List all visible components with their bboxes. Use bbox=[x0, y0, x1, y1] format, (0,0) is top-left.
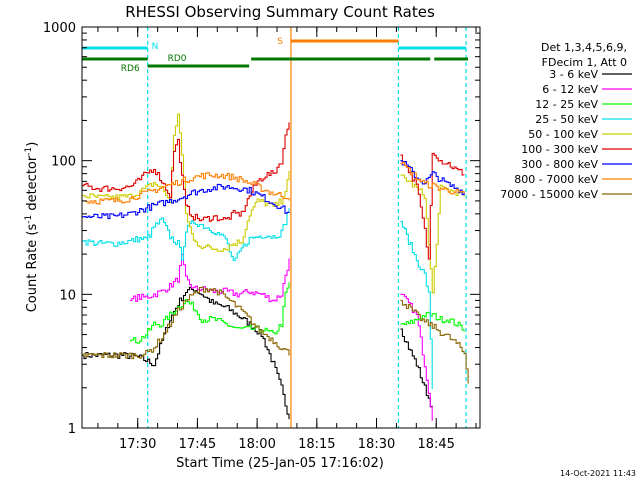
legend-label-6: 300 - 800 keV bbox=[521, 158, 598, 171]
legend-header-line-1: FDecim 1, Att 0 bbox=[542, 56, 627, 69]
legend-label-0: 3 - 6 keV bbox=[549, 68, 598, 81]
y-tick-label-1: 10 bbox=[59, 288, 76, 303]
series-line-6-to-12keV-kev bbox=[129, 254, 433, 421]
footer-timestamp: 14-Oct-2021 11:43 bbox=[560, 469, 636, 478]
flag-label-s: S bbox=[277, 37, 283, 47]
plot-frame bbox=[81, 26, 481, 429]
y-tick-label-0: 1 bbox=[68, 422, 76, 437]
series-line-300-to-800keV-kev bbox=[82, 160, 465, 220]
chart-title: RHESSI Observing Summary Count Rates bbox=[125, 3, 435, 21]
x-tick-label-1: 17:45 bbox=[179, 437, 216, 452]
legend-label-5: 100 - 300 keV bbox=[521, 143, 598, 156]
series-line-25-to-50keV-kev bbox=[82, 208, 433, 389]
legend-label-7: 800 - 7000 keV bbox=[514, 173, 598, 186]
series-line-50-to-100keV-kev bbox=[82, 113, 465, 294]
axes: 1 10 100 1000 17:30 17:45 18:00 18:15 18:30 18:45 bbox=[43, 21, 481, 452]
plot-area: N S RD6 RD0 bbox=[82, 27, 469, 428]
legend-label-4: 50 - 100 keV bbox=[528, 128, 598, 141]
flag-label-rd6: RD6 bbox=[121, 64, 140, 74]
legend-label-8: 7000 - 15000 keV bbox=[500, 188, 598, 201]
flag-label-rd0: RD0 bbox=[168, 54, 187, 64]
series-line-3-to-6keV-kev bbox=[82, 286, 433, 420]
y-tick-label-3: 1000 bbox=[43, 21, 76, 36]
y-tick-label-2: 100 bbox=[51, 155, 76, 170]
x-tick-label-0: 17:30 bbox=[119, 437, 156, 452]
legend-label-3: 25 - 50 keV bbox=[535, 113, 598, 126]
y-axis-label: Count Rate (s-1 detector-1) bbox=[24, 142, 40, 313]
x-tick-label-5: 18:45 bbox=[417, 437, 454, 452]
legend-label-1: 6 - 12 keV bbox=[542, 83, 598, 96]
legend: Det 1,3,4,5,6,9, FDecim 1, Att 03 - 6 keV… bbox=[500, 41, 632, 201]
series-line-100-to-300keV-kev bbox=[82, 122, 465, 260]
series-line-800-to-7000keV-kev bbox=[82, 161, 465, 205]
flag-label-n: N bbox=[152, 42, 159, 52]
x-axis-label: Start Time (25-Jan-05 17:16:02) bbox=[176, 456, 384, 471]
x-tick-label-2: 18:00 bbox=[238, 437, 275, 452]
x-tick-label-4: 18:30 bbox=[358, 437, 395, 452]
series-line-7000-to-15000keV-kev bbox=[82, 286, 469, 384]
legend-label-2: 12 - 25 keV bbox=[535, 98, 598, 111]
x-tick-label-3: 18:15 bbox=[298, 437, 335, 452]
legend-header-line-0: Det 1,3,4,5,6,9, bbox=[541, 41, 627, 54]
